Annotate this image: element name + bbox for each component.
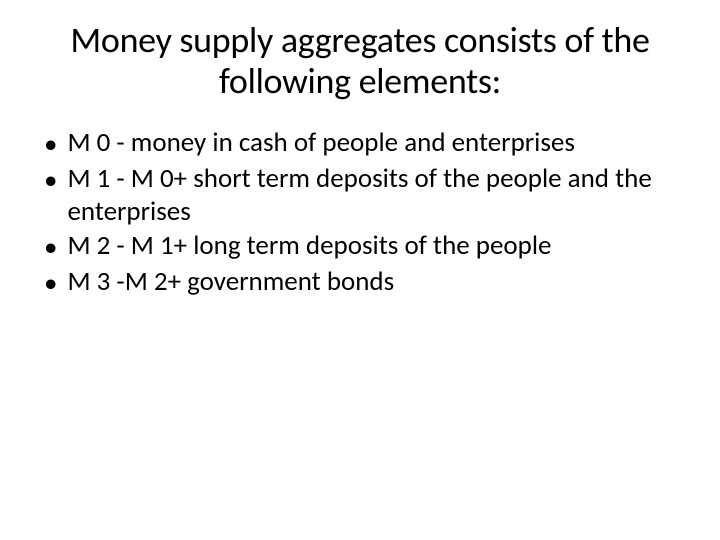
bullet-text: M 1 - M 0+ short term deposits of the pe… xyxy=(67,163,688,228)
bullet-marker-icon: • xyxy=(44,163,57,197)
slide-container: Money supply aggregates consists of the … xyxy=(0,0,720,540)
bullet-text: M 3 -M 2+ government bonds xyxy=(67,266,688,298)
bullet-marker-icon: • xyxy=(44,266,57,300)
list-item: • M 3 -M 2+ government bonds xyxy=(44,266,688,300)
list-item: • M 1 - M 0+ short term deposits of the … xyxy=(44,163,688,228)
list-item: • M 2 - M 1+ long term deposits of the p… xyxy=(44,230,688,264)
bullet-marker-icon: • xyxy=(44,127,57,161)
bullet-text: M 2 - M 1+ long term deposits of the peo… xyxy=(67,230,688,262)
slide-title: Money supply aggregates consists of the … xyxy=(32,20,688,103)
list-item: • M 0 - money in cash of people and ente… xyxy=(44,127,688,161)
bullet-marker-icon: • xyxy=(44,230,57,264)
bullet-list: • M 0 - money in cash of people and ente… xyxy=(32,127,688,301)
bullet-text: M 0 - money in cash of people and enterp… xyxy=(67,127,688,159)
